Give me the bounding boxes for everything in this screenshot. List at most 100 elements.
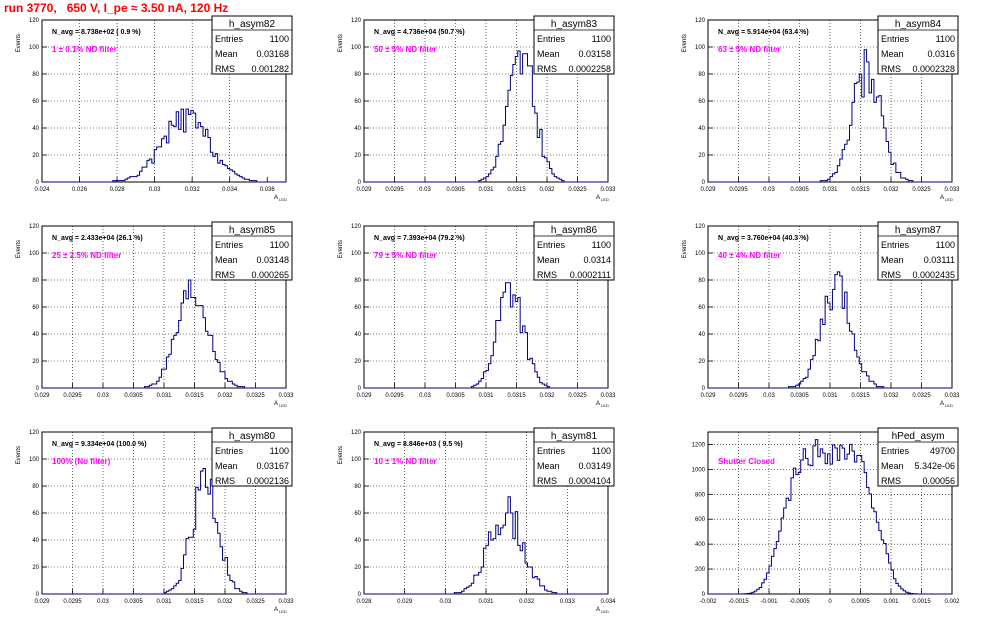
x-axis-label-subscript: LED (601, 609, 609, 614)
y-tick-label: 0 (702, 592, 706, 598)
stats-label: Entries (881, 34, 910, 44)
y-tick-label: 20 (354, 153, 361, 159)
y-tick-label: 20 (32, 565, 39, 571)
y-axis-label: Events (16, 446, 22, 464)
x-axis-label-subscript: LED (945, 197, 953, 202)
stats-box (877, 427, 959, 487)
stats-value: 0.0314 (583, 255, 611, 265)
x-tick-label: 0.028 (356, 599, 372, 605)
x-tick-label: 0.036 (260, 187, 276, 193)
stats-label: Mean (881, 49, 904, 59)
x-tick-label: 0.031 (478, 599, 494, 605)
stats-label: Entries (215, 446, 244, 456)
x-tick-label: 0.0315 (851, 393, 870, 399)
y-tick-label: 20 (32, 153, 39, 159)
histogram-trace (42, 279, 286, 389)
x-tick-label: 0.033 (560, 599, 576, 605)
y-tick-label: 80 (32, 484, 39, 490)
y-tick-label: 120 (29, 18, 40, 24)
x-tick-label: 0.029 (397, 599, 413, 605)
stats-value: 1100 (936, 34, 955, 44)
y-tick-label: 40 (32, 332, 39, 338)
y-tick-label: 20 (354, 359, 361, 365)
histogram-trace (364, 50, 608, 183)
stats-value: 0.03168 (256, 49, 289, 59)
y-axis-label: Events (338, 34, 344, 52)
y-tick-label: 60 (32, 99, 39, 105)
stats-label: RMS (537, 476, 557, 486)
stats-box (533, 427, 615, 487)
stats-label: Mean (537, 255, 560, 265)
x-tick-label: 0.0305 (124, 393, 143, 399)
stats-value: 1100 (592, 34, 611, 44)
x-tick-label: 0.0315 (851, 187, 870, 193)
histogram-panel-h_asym85: 0.029 0.0295 0.03 0.0305 0.031 0.0315 0.032 0.0… (16, 221, 294, 408)
histogram-panel-h_asym84: 0.029 0.0295 0.03 0.0305 0.031 0.0315 0.032 0.0… (682, 15, 960, 202)
y-tick-label: 120 (695, 18, 706, 24)
y-tick-label: 100 (29, 457, 40, 463)
histogram-trace (708, 49, 952, 183)
histogram-panel-h_asym80: 0.029 0.0295 0.03 0.0305 0.031 0.0315 0.032 0.0… (16, 427, 294, 614)
x-tick-label: 0.0305 (124, 599, 143, 605)
y-tick-label: 60 (354, 511, 361, 517)
y-tick-label: 60 (354, 305, 361, 311)
stats-title: h_asym84 (895, 19, 942, 30)
x-tick-label: 0.032 (883, 187, 899, 193)
navg-label: N_avg = 4.736e+04 (50.7 %) (374, 29, 465, 36)
histogram-panel-h_asym87: 0.029 0.0295 0.03 0.0305 0.031 0.0315 0.032 0.0… (682, 221, 960, 408)
y-axis-label: Events (338, 446, 344, 464)
y-tick-label: 0 (358, 386, 362, 392)
histogram-trace (708, 271, 952, 389)
x-tick-label: -0.0005 (789, 599, 810, 605)
x-tick-label: 0.032 (883, 393, 899, 399)
histogram-panel-h_asym86: 0.029 0.0295 0.03 0.0305 0.031 0.0315 0.032 0.0… (338, 221, 616, 408)
stats-value: 0.00056 (922, 476, 955, 486)
x-tick-label: 0.03 (97, 393, 109, 399)
stats-value: 1100 (270, 446, 289, 456)
x-tick-label: 0.0325 (246, 393, 265, 399)
histogram-panel-h_asym83: 0.029 0.0295 0.03 0.0305 0.031 0.0315 0.032 0.0… (338, 15, 616, 202)
stats-label: Entries (215, 240, 244, 250)
stats-label: Mean (537, 461, 560, 471)
y-axis-label: Events (682, 34, 688, 52)
stats-value: 0.03158 (578, 49, 611, 59)
stats-value: 0.0002258 (568, 64, 611, 74)
x-axis-label-subscript: LED (279, 197, 287, 202)
x-tick-label: 0.0315 (507, 393, 526, 399)
stats-value: 0.03149 (578, 461, 611, 471)
y-tick-label: 120 (29, 224, 40, 230)
histogram-trace (364, 496, 608, 595)
y-tick-label: 0 (702, 386, 706, 392)
y-tick-label: 100 (351, 251, 362, 257)
y-tick-label: 40 (32, 126, 39, 132)
histogram-trace (42, 108, 286, 183)
navg-label: N_avg = 7.393e+04 (79.2 %) (374, 235, 465, 242)
y-axis-label: Events (16, 34, 22, 52)
stats-label: Entries (537, 446, 566, 456)
stats-value: 0.0002136 (246, 476, 289, 486)
x-tick-label: 0.0005 (851, 599, 870, 605)
stats-value: 0.03167 (256, 461, 289, 471)
x-tick-label: 0.0305 (446, 187, 465, 193)
x-tick-label: 0.026 (72, 187, 88, 193)
y-tick-label: 20 (32, 359, 39, 365)
y-tick-label: 0 (36, 592, 40, 598)
histogram-panel-h_asym82: 0.024 0.026 0.028 0.03 0.032 0.034 0.036 0 20 40 6… (16, 15, 293, 202)
x-tick-label: 0.033 (944, 393, 960, 399)
stats-label: Entries (881, 446, 910, 456)
y-tick-label: 40 (698, 332, 705, 338)
y-tick-label: 40 (354, 538, 361, 544)
filter-annotation: Shutter Closed (718, 457, 775, 466)
x-tick-label: 0.032 (185, 187, 201, 193)
x-tick-label: 0.031 (478, 393, 494, 399)
x-tick-label: 0.002 (944, 599, 960, 605)
histogram-trace (364, 282, 608, 389)
stats-label: RMS (215, 270, 235, 280)
stats-value: 1100 (270, 240, 289, 250)
x-tick-label: 0.029 (700, 393, 716, 399)
x-axis-label: A (596, 401, 600, 407)
x-tick-label: 0.029 (356, 187, 372, 193)
navg-label: N_avg = 8.846e+03 ( 9.5 %) (374, 441, 463, 448)
y-tick-label: 80 (354, 484, 361, 490)
